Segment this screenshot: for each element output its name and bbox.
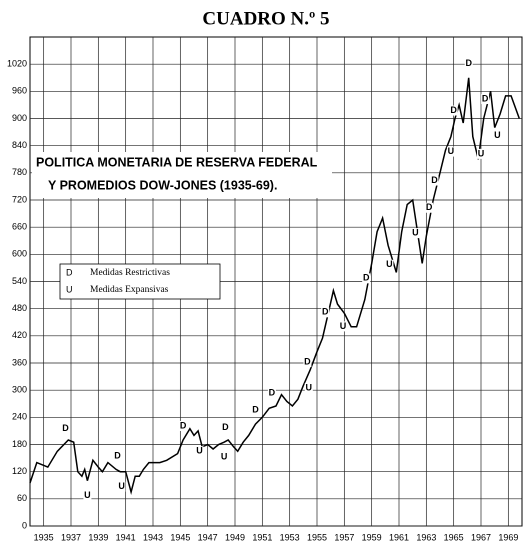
marker-bg <box>449 105 458 116</box>
x-tick-label: 1943 <box>143 532 163 542</box>
legend-box <box>59 263 221 300</box>
marker-bg <box>411 228 420 239</box>
x-tick-label: 1949 <box>225 532 245 542</box>
x-tick-label: 1955 <box>307 532 327 542</box>
y-tick-label: 0 <box>22 520 27 530</box>
x-tick-label: 1957 <box>334 532 354 542</box>
y-tick-label: 180 <box>12 439 27 449</box>
marker: D <box>269 388 276 398</box>
subtitle-box <box>32 152 332 198</box>
marker-bg <box>195 446 204 457</box>
y-tick-label: 780 <box>12 167 27 177</box>
x-tick-label: 1967 <box>471 532 491 542</box>
y-tick-label: 600 <box>12 249 27 259</box>
marker: D <box>322 307 329 317</box>
y-tick-label: 480 <box>12 303 27 313</box>
x-tick-label: 1963 <box>416 532 436 542</box>
x-tick-label: 1945 <box>170 532 190 542</box>
marker: D <box>222 422 229 432</box>
marker: D <box>62 423 69 433</box>
y-tick-label: 840 <box>12 140 27 150</box>
marker-bg <box>303 357 312 368</box>
x-tick-label: 1965 <box>444 532 464 542</box>
marker-bg <box>179 420 188 431</box>
y-tick-label: 720 <box>12 194 27 204</box>
marker-bg <box>430 175 439 186</box>
marker-bg <box>304 382 313 393</box>
marker: D <box>426 202 433 212</box>
legend-symbol: D <box>66 267 73 277</box>
marker-bg <box>338 321 347 332</box>
marker-bg <box>493 130 502 141</box>
marker: U <box>221 452 228 462</box>
subtitle: POLITICA MONETARIA DE RESERVA FEDERAL <box>36 155 318 169</box>
marker-bg <box>220 452 229 463</box>
x-tick-label: 1935 <box>34 532 54 542</box>
marker-bg <box>477 148 485 159</box>
legend-symbol: U <box>66 284 73 294</box>
marker-bg <box>251 405 260 416</box>
marker: D <box>114 451 121 461</box>
x-tick-label: 1939 <box>88 532 108 542</box>
y-tick-label: 960 <box>12 86 27 96</box>
y-tick-label: 1020 <box>7 59 27 69</box>
x-tick-label: 1937 <box>61 532 81 542</box>
x-tick-label: 1951 <box>252 532 272 542</box>
marker: U <box>118 481 125 491</box>
marker-bg <box>464 58 473 69</box>
marker-bg <box>481 94 490 105</box>
x-tick-label: 1947 <box>198 532 218 542</box>
line <box>29 77 521 495</box>
legend-text: Medidas Expansivas <box>90 285 169 295</box>
marker: U <box>448 146 455 156</box>
marker-bg <box>362 273 371 284</box>
marker: U <box>340 321 347 331</box>
x-tick-label: 1969 <box>498 532 518 542</box>
marker-bg <box>425 202 434 213</box>
y-tick-label: 300 <box>12 385 27 395</box>
marker-bg <box>267 388 276 399</box>
marker: U <box>478 148 485 158</box>
marker-bg <box>385 259 394 270</box>
y-tick-label: 360 <box>12 357 27 367</box>
marker: U <box>412 227 419 237</box>
chart-title: CUADRO N.º 5 <box>202 8 329 29</box>
marker: D <box>304 357 311 367</box>
marker: U <box>84 490 91 500</box>
marker: U <box>386 259 393 269</box>
y-tick-label: 420 <box>12 330 27 340</box>
marker-bg <box>113 451 122 462</box>
marker: D <box>180 420 187 430</box>
legend-text: Medidas Restrictivas <box>90 268 170 278</box>
x-tick-label: 1961 <box>389 532 409 542</box>
y-tick-label: 540 <box>12 276 27 286</box>
x-tick-label: 1959 <box>362 532 382 542</box>
marker: U <box>494 130 501 140</box>
marker: U <box>306 382 313 392</box>
marker-bg <box>446 146 455 157</box>
x-tick-label: 1941 <box>116 532 136 542</box>
x-tick-label: 1953 <box>280 532 300 542</box>
marker-bg <box>117 481 126 492</box>
marker: D <box>450 105 457 115</box>
marker: D <box>465 58 472 68</box>
marker: D <box>431 175 438 185</box>
marker: D <box>482 93 489 103</box>
y-tick-label: 60 <box>17 493 27 503</box>
y-tick-label: 120 <box>12 466 27 476</box>
marker-bg <box>321 307 330 318</box>
marker: U <box>196 446 203 456</box>
marker: D <box>252 405 259 415</box>
y-tick-label: 660 <box>12 222 27 232</box>
marker-bg <box>83 490 92 501</box>
y-tick-label: 900 <box>12 113 27 123</box>
marker-bg <box>61 423 70 434</box>
subtitle: Y PROMEDIOS DOW-JONES (1935-69). <box>48 178 277 192</box>
marker: D <box>363 273 370 283</box>
marker-bg <box>221 422 230 433</box>
y-tick-label: 240 <box>12 412 27 422</box>
